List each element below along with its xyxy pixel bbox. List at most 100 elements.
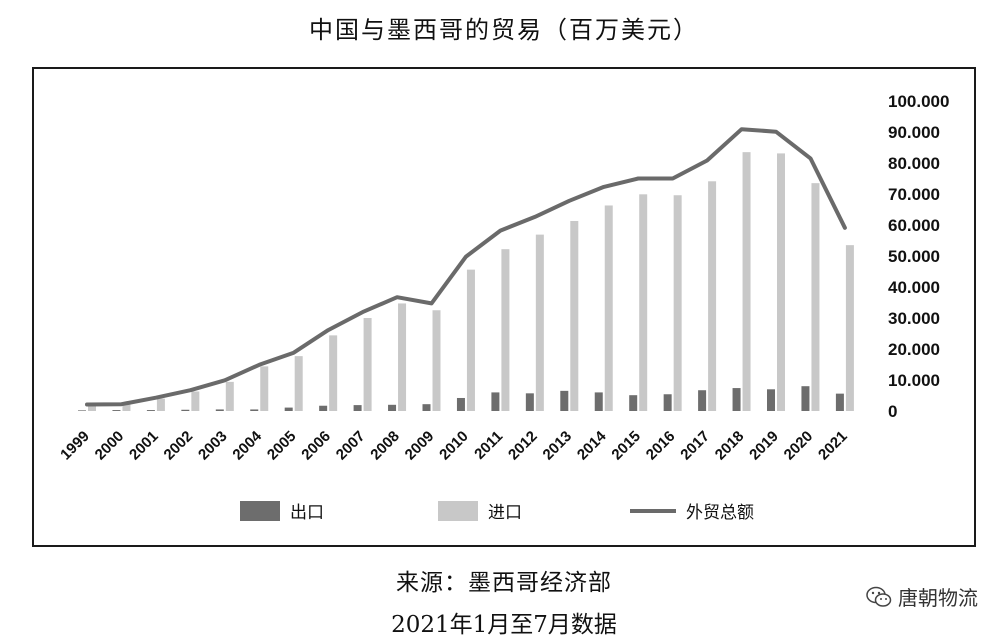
export-bar-2015 — [629, 395, 638, 411]
x-tick-2011: 2011 — [471, 428, 506, 463]
legend-total: 外贸总额 — [630, 503, 754, 523]
x-tick-2002: 2002 — [161, 428, 197, 464]
export-bar-2002 — [181, 409, 190, 411]
export-bar-2018 — [732, 388, 741, 411]
y-tick-label: 30.000 — [888, 309, 940, 328]
import-bar-2014 — [604, 205, 613, 411]
y-tick-label: 70.000 — [888, 185, 940, 204]
export-bar-2017 — [698, 390, 707, 411]
legend-total-label: 外贸总额 — [686, 503, 754, 523]
x-tick-2020: 2020 — [781, 428, 817, 464]
y-tick-label: 100.000 — [888, 92, 949, 111]
y-tick-label: 90.000 — [888, 123, 940, 142]
export-bar-2003 — [215, 409, 224, 411]
export-bar-2004 — [250, 409, 259, 411]
import-bar-2002 — [191, 391, 200, 411]
import-bar-2017 — [708, 181, 717, 411]
import-bars — [88, 152, 854, 411]
export-bar-1999 — [78, 410, 86, 411]
import-bar-2019 — [777, 153, 785, 411]
x-tick-2004: 2004 — [229, 427, 265, 463]
legend: 出口 进口 外贸总额 — [240, 501, 754, 523]
watermark-text: 唐朝物流 — [898, 586, 978, 610]
x-tick-2008: 2008 — [367, 428, 403, 464]
import-bar-2004 — [260, 366, 269, 411]
import-bar-2006 — [329, 335, 338, 411]
wechat-icon — [866, 586, 892, 607]
y-tick-label: 20.000 — [888, 340, 940, 359]
x-tick-2018: 2018 — [712, 428, 748, 464]
import-bar-2000 — [122, 402, 131, 411]
import-bar-2021 — [845, 245, 854, 411]
legend-export-swatch — [240, 501, 280, 521]
x-tick-2010: 2010 — [436, 428, 472, 464]
import-bar-2018 — [742, 152, 751, 411]
x-tick-2015: 2015 — [608, 428, 644, 464]
export-bar-2005 — [284, 407, 293, 411]
x-tick-2017: 2017 — [677, 428, 713, 464]
x-tick-labels: 1999200020012002200320042005200620072008… — [57, 427, 851, 463]
import-bar-2008 — [398, 303, 407, 411]
import-bar-2007 — [363, 318, 372, 411]
export-bar-2021 — [835, 393, 844, 411]
x-tick-2005: 2005 — [264, 428, 300, 464]
source-note: 来源：墨西哥经济部 — [396, 570, 612, 596]
import-bar-2003 — [225, 381, 234, 411]
export-bar-2013 — [560, 390, 569, 411]
x-tick-2021: 2021 — [815, 428, 851, 464]
export-bar-2012 — [525, 393, 534, 411]
x-tick-2006: 2006 — [298, 428, 334, 464]
total-trade-line — [85, 127, 847, 407]
x-tick-2013: 2013 — [540, 428, 576, 464]
x-tick-2016: 2016 — [643, 428, 679, 464]
x-tick-2012: 2012 — [505, 428, 541, 464]
y-tick-labels: 100.000 90.000 80.000 70.000 60.000 50.000 40.… — [888, 92, 949, 421]
total-line-group — [85, 127, 847, 407]
export-bars — [78, 386, 844, 411]
legend-export-label: 出口 — [290, 503, 324, 523]
export-bar-2000 — [112, 410, 121, 411]
legend-export: 出口 — [240, 501, 324, 523]
y-tick-label: 40.000 — [888, 278, 940, 297]
import-bar-2010 — [466, 269, 475, 411]
import-bar-2016 — [673, 195, 682, 411]
import-bar-2013 — [570, 220, 579, 411]
legend-import: 进口 — [438, 501, 522, 523]
export-bar-2016 — [663, 394, 672, 411]
export-bar-2019 — [767, 389, 775, 411]
import-bar-2015 — [639, 194, 648, 411]
import-bar-1999 — [88, 405, 96, 411]
x-tick-2001: 2001 — [126, 428, 162, 464]
export-bar-2009 — [422, 404, 431, 411]
export-bar-2014 — [594, 392, 603, 411]
x-tick-2009: 2009 — [402, 428, 438, 464]
x-tick-2014: 2014 — [574, 427, 610, 463]
y-tick-label: 50.000 — [888, 247, 940, 266]
legend-import-label: 进口 — [488, 503, 522, 523]
import-bar-2012 — [535, 234, 544, 411]
import-bar-2009 — [432, 310, 441, 411]
x-tick-2003: 2003 — [195, 428, 231, 464]
export-bar-2020 — [801, 386, 810, 411]
export-bar-2010 — [456, 397, 465, 411]
y-tick-label: 0 — [888, 402, 897, 421]
import-bar-2005 — [294, 356, 303, 411]
watermark: 唐朝物流 — [866, 582, 978, 611]
y-tick-label: 10.000 — [888, 371, 940, 390]
export-bar-2008 — [388, 404, 397, 411]
x-tick-2007: 2007 — [333, 428, 369, 464]
export-bar-2001 — [146, 410, 155, 411]
chart-frame — [32, 67, 976, 547]
import-bar-2001 — [156, 398, 165, 411]
export-bar-2006 — [319, 405, 328, 411]
y-tick-label: 60.000 — [888, 216, 940, 235]
x-tick-2000: 2000 — [92, 428, 128, 464]
y-tick-label: 80.000 — [888, 154, 940, 173]
import-bar-2011 — [501, 249, 510, 411]
import-bar-2020 — [811, 183, 820, 411]
x-tick-1999: 1999 — [57, 428, 93, 464]
export-bar-2007 — [353, 405, 362, 411]
x-tick-2019: 2019 — [746, 428, 782, 464]
data-period-note: 2021年1月至7月数据 — [391, 612, 617, 638]
